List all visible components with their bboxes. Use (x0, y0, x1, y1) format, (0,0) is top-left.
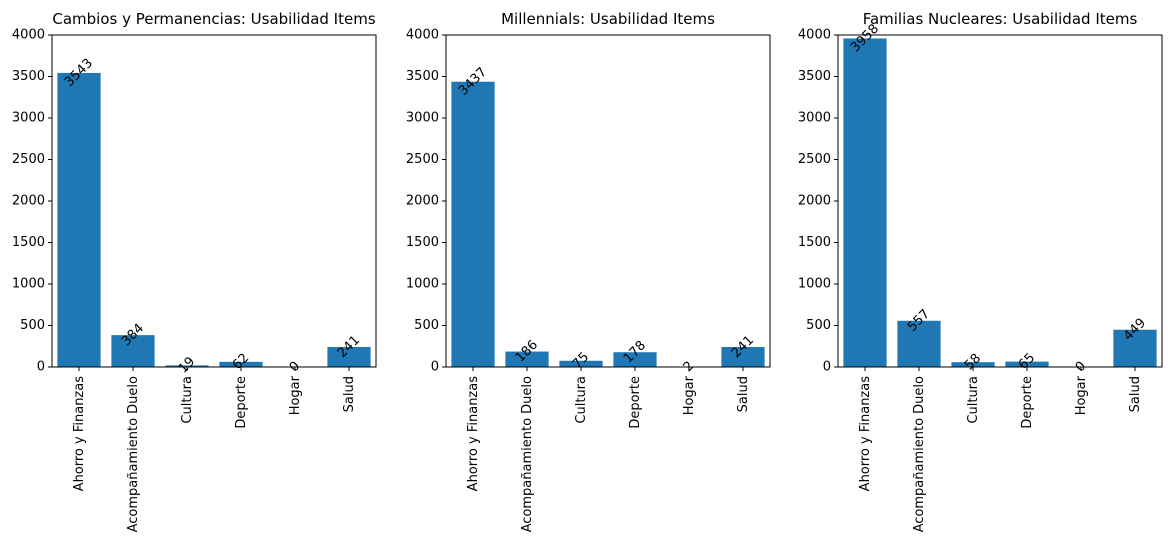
x-tick-label: Acompañamiento Duelo (520, 376, 535, 532)
bar (843, 38, 886, 367)
y-tick-label: 0 (431, 360, 439, 375)
y-tick-label: 3500 (798, 69, 831, 84)
x-tick-label: Cultura (966, 376, 981, 424)
y-tick-label: 1000 (406, 277, 439, 292)
y-tick-label: 2500 (406, 152, 439, 167)
chart-title: Familias Nucleares: Usabilidad Items (863, 10, 1138, 28)
x-tick-label: Acompañamiento Duelo (126, 376, 141, 532)
chart-panel-3: Familias Nucleares: Usabilidad Items3958… (798, 10, 1162, 532)
y-tick-label: 3500 (406, 69, 439, 84)
x-tick-label: Cultura (574, 376, 589, 424)
y-tick-label: 3000 (406, 111, 439, 126)
y-tick-label: 1500 (798, 235, 831, 250)
bar (451, 82, 494, 367)
x-tick-label: Salud (1128, 376, 1143, 412)
y-tick-label: 2500 (12, 152, 45, 167)
x-tick-label: Ahorro y Finanzas (466, 376, 481, 492)
y-tick-label: 0 (823, 360, 831, 375)
chart-title: Cambios y Permanencias: Usabilidad Items (52, 10, 375, 28)
x-tick-label: Deporte (234, 376, 249, 429)
data-label: 19 (176, 354, 198, 376)
y-tick-label: 2000 (798, 194, 831, 209)
x-tick-label: Salud (736, 376, 751, 412)
x-tick-label: Hogar (288, 375, 303, 415)
x-tick-label: Deporte (628, 376, 643, 429)
bar (57, 73, 100, 367)
x-tick-label: Ahorro y Finanzas (72, 376, 87, 492)
y-tick-label: 4000 (406, 28, 439, 43)
y-tick-label: 2500 (798, 152, 831, 167)
y-tick-label: 2000 (12, 194, 45, 209)
y-tick-label: 1000 (798, 277, 831, 292)
x-tick-label: Hogar (682, 375, 697, 415)
chart-title: Millennials: Usabilidad Items (501, 10, 715, 28)
x-tick-label: Ahorro y Finanzas (858, 376, 873, 492)
y-tick-label: 1000 (12, 277, 45, 292)
y-tick-label: 500 (806, 318, 831, 333)
x-tick-label: Acompañamiento Duelo (912, 376, 927, 532)
y-tick-label: 1500 (406, 235, 439, 250)
y-tick-label: 0 (37, 360, 45, 375)
y-tick-label: 500 (414, 318, 439, 333)
y-tick-label: 500 (20, 318, 45, 333)
chart-panel-1: Cambios y Permanencias: Usabilidad Items… (12, 10, 376, 532)
y-tick-label: 2000 (406, 194, 439, 209)
y-tick-label: 3500 (12, 69, 45, 84)
y-tick-label: 3000 (12, 111, 45, 126)
y-tick-label: 4000 (798, 28, 831, 43)
x-tick-label: Hogar (1074, 375, 1089, 415)
y-tick-label: 1500 (12, 235, 45, 250)
y-tick-label: 3000 (798, 111, 831, 126)
x-tick-label: Deporte (1020, 376, 1035, 429)
y-tick-label: 4000 (12, 28, 45, 43)
x-tick-label: Cultura (180, 376, 195, 424)
x-tick-label: Salud (342, 376, 357, 412)
